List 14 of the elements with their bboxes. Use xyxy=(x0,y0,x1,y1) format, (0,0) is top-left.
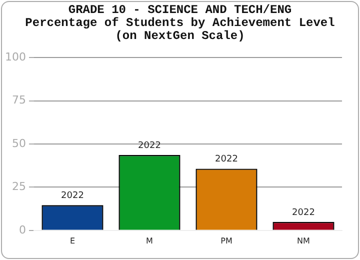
series-label: 2022 xyxy=(138,140,161,151)
x-tick-label: E xyxy=(70,236,76,246)
y-tick-label: 50 xyxy=(12,136,26,150)
y-tick-label: 100 xyxy=(4,50,26,64)
text: 2022 xyxy=(61,191,84,202)
x-tick-label: PM xyxy=(220,236,232,246)
y-tick-label: 25 xyxy=(12,180,26,194)
text: 2022 xyxy=(292,208,315,218)
x-tick-label: NM xyxy=(297,236,310,246)
chart-title: GRADE 10 - SCIENCE AND TECH/ENG Percentage of Students by Achievement Level (on NextGen Scale) xyxy=(24,3,336,43)
x-tick-label: M xyxy=(146,236,154,246)
y-tick-label: 75 xyxy=(12,94,26,107)
y-tick-label: 0 xyxy=(18,223,26,236)
text: 2022 xyxy=(215,154,238,165)
